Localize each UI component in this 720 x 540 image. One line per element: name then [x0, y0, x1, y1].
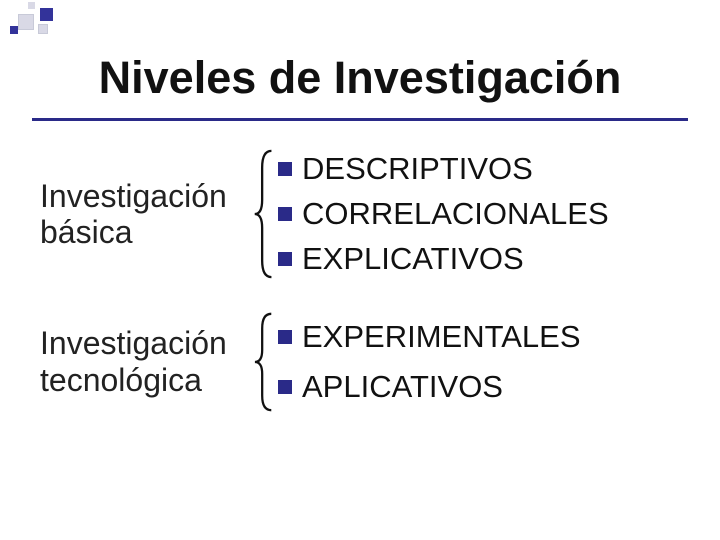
category-line2: tecnológica [40, 362, 202, 398]
list-item: EXPERIMENTALES [278, 312, 686, 362]
slide-title: Niveles de Investigación [0, 0, 720, 104]
item-text: EXPLICATIVOS [302, 237, 524, 282]
category-line1: Investigación [40, 178, 227, 214]
list-item: DESCRIPTIVOS [278, 147, 686, 192]
deco-square [10, 26, 18, 34]
deco-square [38, 24, 48, 34]
brace-icon [250, 312, 278, 412]
list-item: APLICATIVOS [278, 362, 686, 412]
deco-square [40, 8, 53, 21]
list-item: CORRELACIONALES [278, 192, 686, 237]
group-basica: Investigación básica DESCRIPTIVOS CORREL… [40, 147, 686, 282]
category-label: Investigación tecnológica [40, 325, 250, 399]
item-text: CORRELACIONALES [302, 192, 609, 237]
bullet-icon [278, 252, 292, 266]
bullet-icon [278, 207, 292, 221]
list-item: EXPLICATIVOS [278, 237, 686, 282]
brace-icon [250, 149, 278, 279]
slide-content: Investigación básica DESCRIPTIVOS CORREL… [0, 121, 720, 412]
category-line2: básica [40, 214, 133, 250]
item-text: DESCRIPTIVOS [302, 147, 533, 192]
category-label: Investigación básica [40, 178, 250, 252]
item-text: APLICATIVOS [302, 362, 503, 412]
bullet-icon [278, 330, 292, 344]
bullet-icon [278, 162, 292, 176]
deco-square [18, 14, 34, 30]
item-text: EXPERIMENTALES [302, 312, 581, 362]
group-tecnologica: Investigación tecnológica EXPERIMENTALES… [40, 312, 686, 412]
deco-square [28, 2, 35, 9]
category-line1: Investigación [40, 325, 227, 361]
bullet-icon [278, 380, 292, 394]
items-list: EXPERIMENTALES APLICATIVOS [278, 312, 686, 411]
items-list: DESCRIPTIVOS CORRELACIONALES EXPLICATIVO… [278, 147, 686, 282]
